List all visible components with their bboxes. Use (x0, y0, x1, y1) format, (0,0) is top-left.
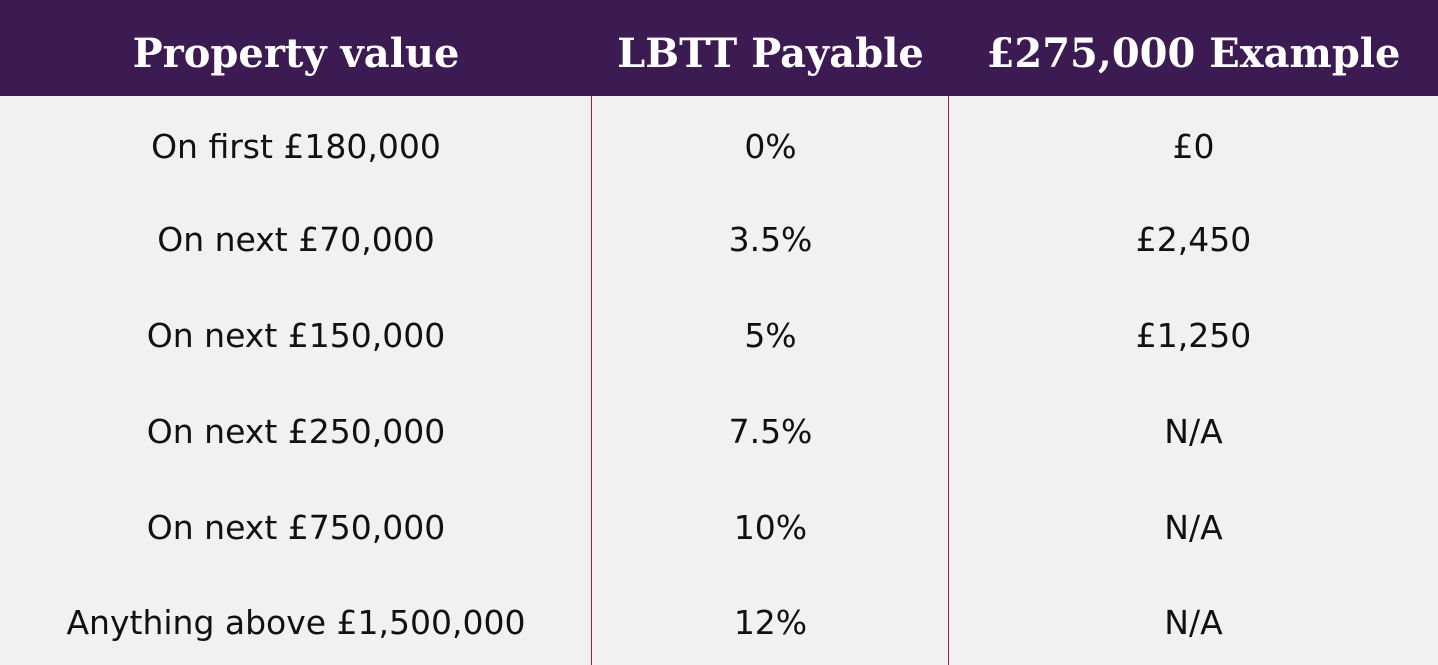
table-row: On first £180,000 0% £0 (0, 99, 1438, 194)
rate-cell: 7.5% (728, 412, 813, 451)
table-row: On next £150,000 5% £1,250 (0, 288, 1438, 383)
column-header-lbtt-payable: LBTT Payable (617, 30, 924, 77)
example-cell: N/A (1164, 508, 1223, 547)
table-header: Property value LBTT Payable £275,000 Exa… (0, 0, 1438, 96)
example-cell: N/A (1164, 412, 1223, 451)
band-cell: On next £150,000 (146, 316, 446, 355)
rate-cell: 10% (733, 508, 808, 547)
column-header-example: £275,000 Example (986, 30, 1401, 77)
band-cell: On next £250,000 (146, 412, 446, 451)
example-cell: £2,450 (1135, 220, 1252, 259)
rate-cell: 0% (744, 127, 797, 166)
table-row: Anything above £1,500,000 12% N/A (0, 575, 1438, 665)
rate-cell: 5% (744, 316, 797, 355)
table-row: On next £70,000 3.5% £2,450 (0, 192, 1438, 287)
column-header-property-value: Property value (132, 30, 460, 77)
band-cell: On next £70,000 (157, 220, 435, 259)
rate-cell: 12% (733, 603, 808, 642)
rate-cell: 3.5% (728, 220, 813, 259)
band-cell: On first £180,000 (151, 127, 441, 166)
example-cell: £1,250 (1135, 316, 1252, 355)
table-row: On next £250,000 7.5% N/A (0, 384, 1438, 479)
example-cell: £0 (1172, 127, 1215, 166)
example-cell: N/A (1164, 603, 1223, 642)
column-divider (591, 96, 592, 665)
band-cell: On next £750,000 (146, 508, 446, 547)
column-divider (948, 96, 949, 665)
table-row: On next £750,000 10% N/A (0, 480, 1438, 575)
band-cell: Anything above £1,500,000 (66, 603, 526, 642)
